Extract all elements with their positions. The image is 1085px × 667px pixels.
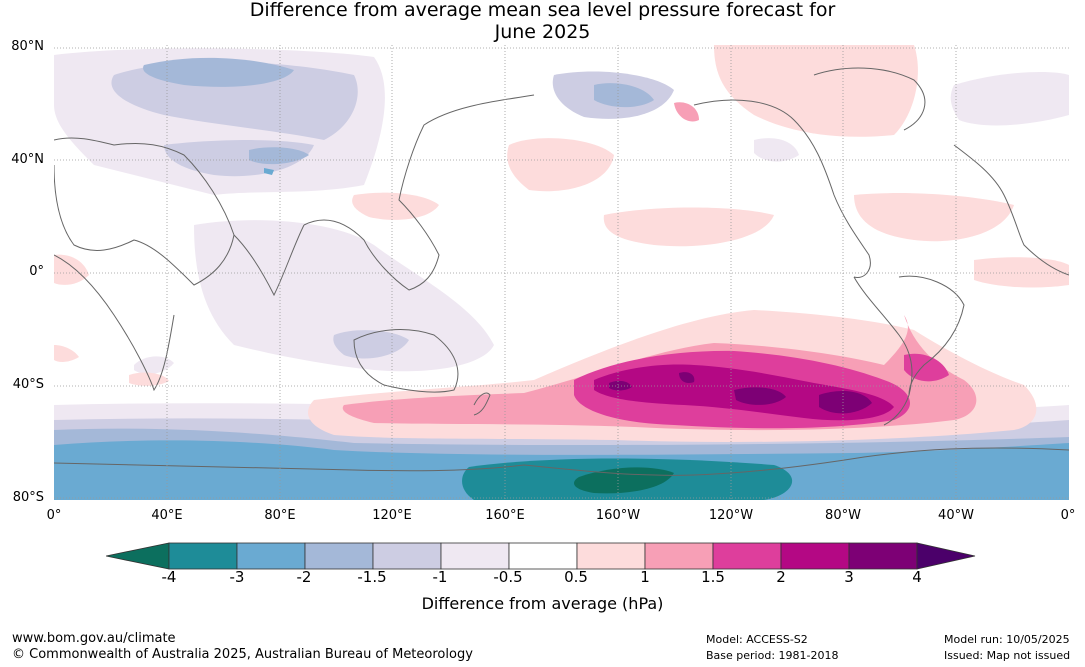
lon-label-80w: 80°W [825,508,861,523]
colorbar-title: Difference from average (hPa) [421,594,664,613]
colorbar-tick-label: 1.5 [701,568,725,586]
colorbar-tick-label: -4 [161,568,177,586]
colorbar-segment [576,542,646,570]
footer-url[interactable]: www.bom.gov.au/climate [12,631,176,646]
graticule [54,45,1069,500]
colorbar-segment [168,542,238,570]
colorbar-tick-label: -1 [432,568,448,586]
lon-label-40w: 40°W [938,508,974,523]
footer-issued: Issued: Map not issued [944,649,1071,662]
colorbar-under-arrow [105,542,170,570]
colorbar-tick-label: -1.5 [357,568,387,586]
colorbar-segment [712,542,782,570]
colorbar-tick-label: -0.5 [493,568,523,586]
colorbar-tick-label: -3 [229,568,245,586]
lon-label-0-right: 0° [1060,508,1076,523]
colorbar-tick-label: 1 [640,568,650,586]
footer-copyright: © Commonwealth of Australia 2025, Austra… [12,647,473,662]
colorbar-segment [848,542,918,570]
negative-anomaly-north-pacific [552,71,1069,162]
colorbar-tick-label: 0.5 [564,568,588,586]
coastlines [54,67,1069,476]
colorbar-segment [644,542,714,570]
negative-anomaly-indian-ocean [134,220,494,375]
lon-label-120e: 120°E [372,508,412,523]
colorbar-segment [236,542,306,570]
footer-base-period: Base period: 1981-2018 [706,649,839,662]
positive-anomaly-south-pacific [308,310,1037,442]
lon-label-40e: 40°E [151,508,183,523]
colorbar-tick-label: 4 [912,568,922,586]
colorbar-segment [440,542,510,570]
lat-label-80s: 80°S [12,490,44,505]
colorbar-segment [304,542,374,570]
colorbar-over-arrow [916,542,976,570]
colorbar-tick-label: 2 [776,568,786,586]
colorbar-segment [508,542,578,570]
lon-label-80e: 80°E [264,508,296,523]
footer-model-run: Model run: 10/05/2025 [944,633,1070,646]
lon-label-120w: 120°W [708,508,754,523]
colorbar-segment [372,542,442,570]
footer-model: Model: ACCESS-S2 [706,633,808,646]
map-title-line1: Difference from average mean sea level p… [249,0,836,21]
negative-anomaly-eurasia [54,48,385,195]
lon-label-160w: 160°W [595,508,641,523]
colorbar-segment [780,542,850,570]
lat-label-40s: 40°S [12,377,44,392]
lat-label-40n: 40°N [11,152,44,167]
map-title-line2: June 2025 [494,21,591,43]
lon-label-0-left: 0° [46,508,62,523]
pressure-anomaly-map [54,45,1069,500]
lat-label-equator: 0° [29,264,44,279]
colorbar [105,541,980,571]
colorbar-tick-label: -2 [296,568,312,586]
colorbar-tick-label: 3 [844,568,854,586]
lat-label-80n: 80°N [11,39,44,54]
lon-label-160e: 160°E [485,508,525,523]
